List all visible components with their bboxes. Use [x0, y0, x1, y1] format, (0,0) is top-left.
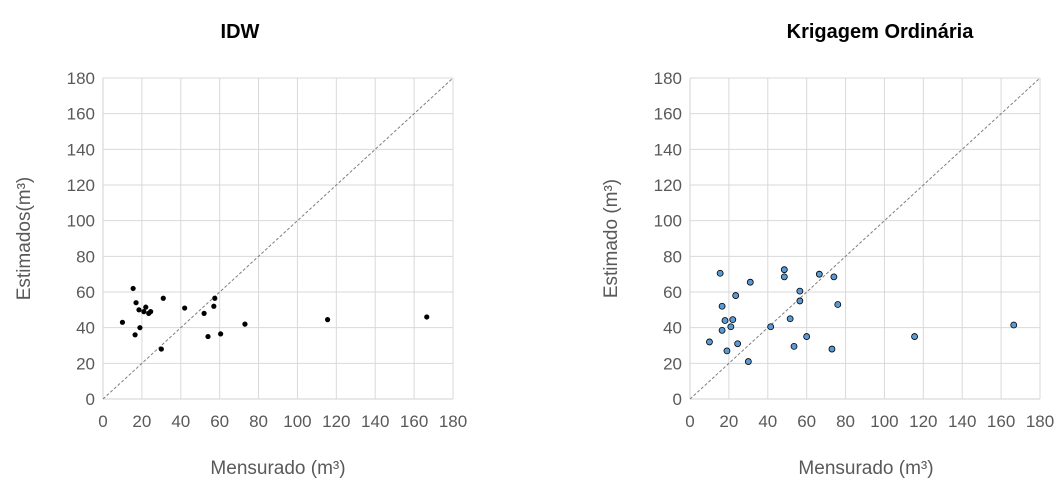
y-tick-label: 180 — [67, 69, 95, 88]
data-point — [218, 331, 224, 337]
x-tick-label: 100 — [283, 412, 311, 431]
y-tick-label: 0 — [86, 390, 95, 409]
data-point — [828, 345, 836, 353]
x-tick-label: 60 — [797, 412, 816, 431]
data-point — [143, 304, 149, 310]
y-tick-label: 20 — [76, 354, 95, 373]
x-axis-label: Mensurado (m³) — [798, 458, 933, 479]
y-tick-label: 80 — [663, 247, 682, 266]
data-point — [803, 333, 811, 340]
data-point — [158, 346, 164, 352]
data-point — [119, 319, 126, 325]
x-tick-label: 180 — [1026, 412, 1054, 431]
chart-idw: IDW 0 20 40 60 80 100 120 140 160 180 0 20 40 60 80 100 1… — [14, 21, 467, 479]
data-point — [727, 323, 735, 331]
x-axis-label: Mensurado (m³) — [210, 458, 345, 479]
data-point — [780, 266, 788, 274]
data-point — [718, 326, 726, 334]
data-point — [734, 340, 742, 348]
data-point — [212, 295, 218, 301]
x-tick-label: 120 — [322, 412, 350, 431]
data-point — [160, 295, 166, 301]
data-point — [718, 302, 726, 310]
data-point — [767, 323, 775, 331]
data-point — [780, 273, 788, 281]
data-point — [815, 270, 823, 278]
y-tick-label: 60 — [76, 283, 95, 302]
data-point — [706, 338, 713, 346]
reference-line-1to1 — [689, 77, 1041, 400]
x-tick-label: 140 — [948, 412, 976, 431]
data-point — [729, 316, 737, 324]
y-tick-label: 0 — [673, 390, 682, 409]
x-tick-label: 100 — [870, 412, 898, 431]
data-point — [796, 297, 804, 305]
y-tick-label: 40 — [663, 319, 682, 338]
y-tick-label: 80 — [76, 247, 95, 266]
data-point — [133, 300, 139, 306]
data-point — [786, 315, 794, 323]
x-tick-label: 20 — [719, 412, 738, 431]
data-point — [744, 358, 752, 365]
y-tick-label: 140 — [67, 140, 95, 159]
data-point — [148, 309, 154, 315]
data-point — [716, 269, 724, 277]
reference-line-1to1 — [102, 77, 454, 400]
data-point — [834, 301, 842, 308]
data-point — [182, 305, 188, 311]
data-point — [136, 307, 142, 313]
data-point — [732, 292, 740, 299]
data-point — [424, 314, 430, 320]
y-tick-label: 120 — [654, 176, 682, 195]
x-tick-label: 80 — [836, 412, 855, 431]
y-tick-label: 140 — [654, 140, 682, 159]
y-tick-label: 40 — [76, 319, 95, 338]
data-point — [796, 287, 804, 295]
y-tick-label: 20 — [663, 354, 682, 373]
data-point — [205, 333, 211, 340]
x-tick-label: 120 — [909, 412, 937, 431]
data-point — [746, 278, 754, 286]
x-tick-label: 20 — [132, 412, 151, 431]
y-axis-label: Estimado (m³) — [601, 179, 622, 298]
x-tick-label: 40 — [758, 412, 777, 431]
data-point — [141, 309, 147, 315]
y-tick-label: 100 — [67, 212, 95, 231]
data-point — [132, 332, 138, 338]
x-tick-label: 80 — [249, 412, 268, 431]
data-point — [723, 347, 731, 355]
x-tick-label: 140 — [361, 412, 389, 431]
data-point — [242, 321, 248, 327]
data-point — [324, 317, 331, 323]
y-tick-label: 160 — [67, 105, 95, 124]
y-tick-label: 100 — [654, 212, 682, 231]
data-point — [721, 317, 729, 324]
chart-krigagem: Krigagem Ordinária 0 20 40 60 80 100 120 140 160 1… — [601, 21, 1054, 479]
x-tick-label: 160 — [987, 412, 1015, 431]
data-point — [137, 325, 143, 331]
data-point — [201, 310, 207, 316]
x-tick-label: 0 — [98, 412, 107, 431]
y-tick-label: 60 — [663, 283, 682, 302]
x-tick-label: 60 — [210, 412, 229, 431]
data-point — [911, 333, 918, 340]
x-tick-label: 0 — [685, 412, 694, 431]
chart-title: Krigagem Ordinária — [787, 21, 975, 43]
data-point — [130, 285, 136, 292]
x-tick-label: 180 — [439, 412, 467, 431]
data-point — [1010, 321, 1018, 329]
data-point — [790, 342, 798, 350]
chart-title: IDW — [221, 21, 260, 43]
data-point — [830, 273, 838, 281]
y-axis-label: Estimados(m³) — [14, 177, 35, 301]
data-point — [211, 303, 217, 309]
x-tick-label: 160 — [400, 412, 428, 431]
x-tick-label: 40 — [171, 412, 190, 431]
y-tick-label: 160 — [654, 105, 682, 124]
y-tick-label: 120 — [67, 176, 95, 195]
y-tick-label: 180 — [654, 69, 682, 88]
